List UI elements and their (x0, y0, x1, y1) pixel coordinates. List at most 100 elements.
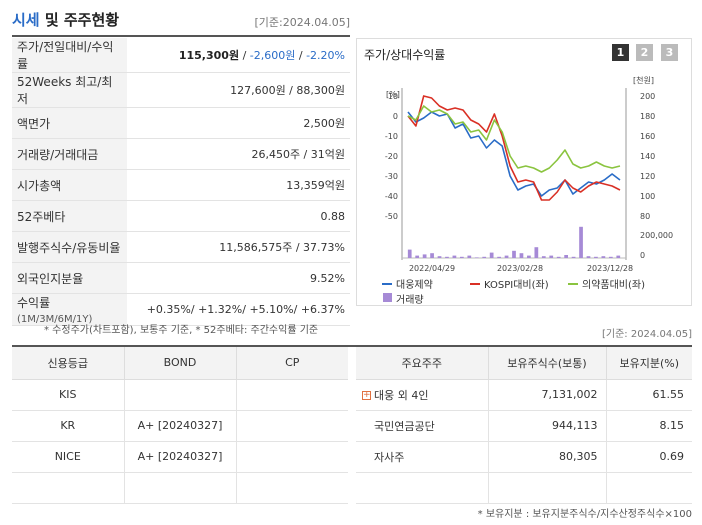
series-line (407, 105, 621, 173)
right-tick-label: 200 (640, 92, 655, 101)
return-3m: +1.32% (198, 303, 243, 316)
holder-pct: 0.69 (606, 441, 692, 473)
legend-label: 의약품대비(좌) (582, 279, 645, 291)
volume-bar (579, 226, 583, 258)
col-header: BOND (124, 347, 237, 380)
table-row: 52주베타 0.88 (12, 200, 350, 232)
expand-plus-icon[interactable]: + (362, 390, 371, 400)
chart-page-1-button[interactable]: 1 (612, 44, 629, 61)
chart-series (407, 95, 621, 258)
table-row: 수익률 (1M/3M/6M/1Y) +0.35%/ +1.32%/ +5.10%… (12, 293, 350, 326)
row-label: 수익률 (1M/3M/6M/1Y) (12, 293, 127, 326)
row-label: 주가/전일대비/수익률 (12, 38, 127, 73)
volume-bar (437, 256, 442, 258)
as-of-date-bottom: [기준: 2024.04.05] (601, 329, 692, 340)
volume-tick-label: 0 (640, 251, 645, 260)
agency-cell: NICE (12, 441, 125, 473)
row-label: 거래량/거래대금 (12, 138, 127, 170)
table-row: 52Weeks 최고/최저 127,600원 / 88,300원 (12, 72, 350, 108)
volume-bar (564, 255, 568, 258)
volume-bar (452, 255, 457, 258)
section-title: 시세 및 주주현황 (12, 11, 120, 29)
volume-bar (549, 255, 554, 258)
cp-cell (236, 410, 348, 442)
col-header: 보유지분(%) (606, 347, 692, 380)
right-tick-label: 140 (640, 152, 655, 161)
cp-cell (236, 441, 348, 473)
right-tick-label: 160 (640, 132, 655, 141)
table-row: 외국인지분율 9.52% (12, 262, 350, 294)
volume-bar (460, 256, 464, 258)
volume-bar (474, 257, 479, 258)
volume-bar (512, 250, 516, 258)
price-change: -2,600원 (249, 49, 296, 62)
holder-shares: 944,113 (488, 410, 607, 442)
row-label: 액면가 (12, 107, 127, 139)
row-label: 발행주식수/유동비율 (12, 231, 127, 263)
volume-bar (497, 256, 501, 258)
holder-name: 자사주 (356, 441, 489, 473)
volume-bar (430, 253, 434, 258)
table-row: 액면가 2,500원 (12, 107, 350, 139)
volume-bar (415, 255, 420, 258)
table-row: KIS (12, 379, 348, 411)
divider (12, 35, 350, 37)
table-row: 발행주식수/유동비율 11,586,575주 / 37.73% (12, 231, 350, 263)
volume-bar (422, 254, 427, 258)
volume-bar (534, 247, 539, 258)
return-6m: +5.10% (249, 303, 294, 316)
col-header: 주요주주 (356, 347, 489, 380)
volume-bar (489, 252, 494, 258)
row-label: 외국인지분율 (12, 262, 127, 294)
row-label: 52주베타 (12, 200, 127, 232)
legend-label: KOSPI대비(좌) (484, 279, 549, 291)
row-value: 2,500원 (127, 107, 350, 139)
row-value: 127,600원 / 88,300원 (127, 72, 350, 108)
left-tick-label: -20 (385, 152, 398, 161)
bond-cell: A+ [20240327] (124, 441, 237, 473)
agency-cell: KIS (12, 379, 125, 411)
col-header: 신용등급 (12, 347, 125, 380)
divider (12, 345, 692, 347)
table-row: 거래량/거래대금 26,450주 / 31억원 (12, 138, 350, 170)
chart-page-2-button[interactable]: 2 (636, 44, 653, 61)
table-row: KR A+ [20240327] (12, 410, 348, 442)
volume-bar (407, 249, 412, 258)
volume-tick-label: 200,000 (640, 231, 673, 240)
return-1m: +0.35% (146, 303, 191, 316)
left-tick-label: 10 (388, 92, 398, 101)
as-of-date: [기준:2024.04.05] (254, 16, 350, 29)
row-value: 9.52% (127, 262, 350, 294)
chart-axes: [%][천원]100-10-20-30-40-50200180160140120… (385, 75, 673, 273)
bond-cell: A+ [20240327] (124, 410, 237, 442)
table-row: 시가총액 13,359억원 (12, 169, 350, 201)
volume-bar (467, 255, 472, 258)
volume-bar (586, 256, 591, 258)
volume-bar (541, 256, 546, 258)
row-label: 시가총액 (12, 169, 127, 201)
footnote-basis: * 수정주가(차트포함), 보통주 기준, * 52주베타: 주간수익률 기준 (44, 325, 319, 336)
table-row: NICE A+ [20240327] (12, 441, 348, 473)
price-value: 115,300원 / -2,600원 / -2.20% (127, 38, 350, 73)
x-tick-label: 2022/04/29 (409, 264, 455, 273)
volume-bar (556, 256, 561, 258)
chart-page-3-button[interactable]: 3 (661, 44, 678, 61)
volume-bar (445, 256, 449, 258)
left-tick-label: -50 (385, 212, 398, 221)
volume-bar (519, 253, 524, 258)
cp-cell (236, 379, 348, 411)
row-value: 13,359억원 (127, 169, 350, 201)
left-tick-label: -30 (385, 172, 398, 181)
chart-legend: 대웅제약 KOSPI대비(좌) 의약품대비(좌) 거래량 (382, 279, 645, 306)
table-row: + 대웅 외 4인 7,131,002 61.55 (356, 379, 692, 411)
row-value: 0.88 (127, 200, 350, 232)
table-row (356, 472, 692, 504)
holder-shares: 80,305 (488, 441, 607, 473)
right-tick-label: 120 (640, 172, 655, 181)
x-tick-label: 2023/12/28 (587, 264, 633, 273)
bond-cell (124, 379, 237, 411)
right-tick-label: 180 (640, 112, 655, 121)
series-line (407, 111, 621, 197)
chart-title: 주가/상대수익률 (364, 48, 446, 62)
volume-bar (601, 256, 606, 258)
